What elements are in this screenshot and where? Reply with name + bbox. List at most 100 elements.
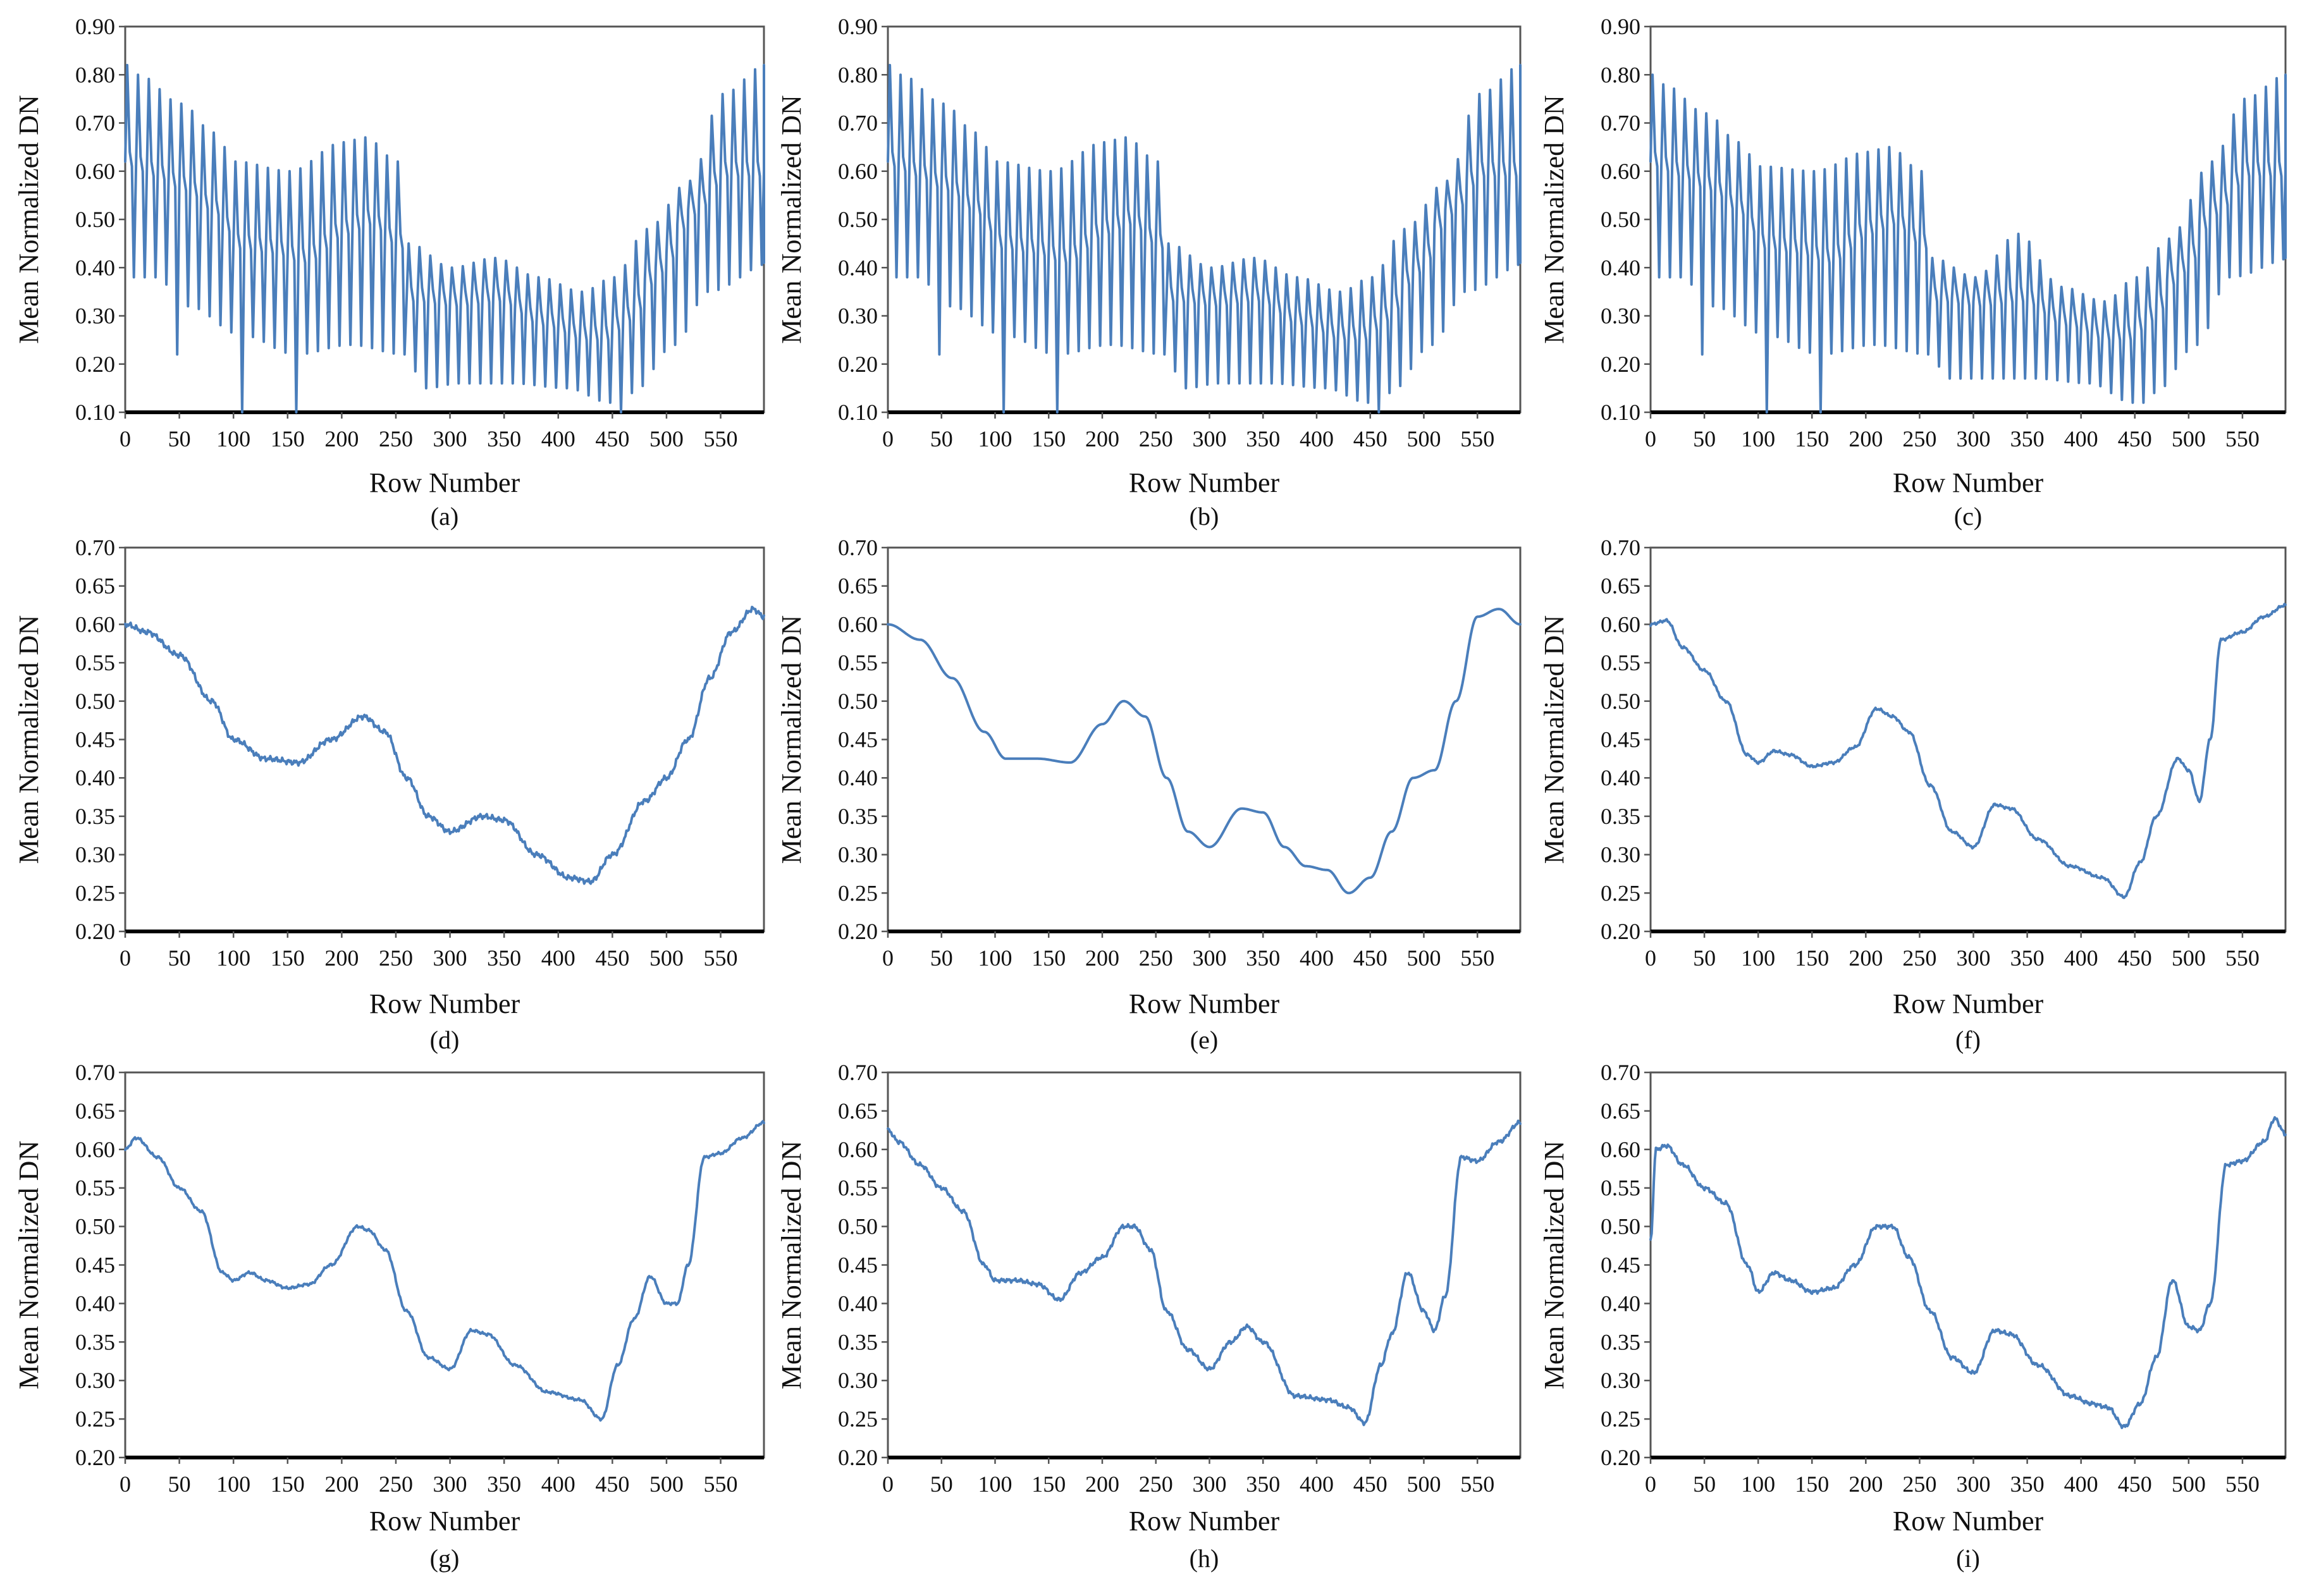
x-axis-title: Row Number — [1129, 988, 1280, 1019]
y-tick-label: 0.30 — [838, 842, 878, 868]
y-tick-label: 0.50 — [838, 1214, 878, 1239]
x-tick-label: 350 — [487, 426, 521, 451]
x-tick-label: 100 — [216, 945, 250, 971]
series-line — [1649, 603, 2287, 899]
x-tick-label: 500 — [1406, 1471, 1441, 1497]
y-tick-label: 0.40 — [838, 255, 878, 280]
y-tick-label: 0.40 — [1601, 1291, 1640, 1316]
x-tick-label: 550 — [2225, 426, 2260, 451]
y-tick-label: 0.65 — [1601, 574, 1640, 599]
x-tick-label: 100 — [1741, 945, 1775, 971]
x-tick-label: 450 — [595, 426, 629, 451]
y-axis-title: Mean Normalized DN — [776, 95, 807, 343]
y-tick-label: 0.20 — [75, 1445, 115, 1470]
y-tick-label: 0.60 — [75, 611, 115, 637]
y-tick-label: 0.50 — [838, 207, 878, 232]
x-tick-label: 350 — [2010, 945, 2045, 971]
x-tick-label: 350 — [1246, 945, 1280, 971]
x-tick-label: 100 — [216, 426, 250, 451]
x-tick-label: 300 — [433, 426, 467, 451]
x-tick-label: 0 — [1645, 426, 1656, 451]
x-tick-label: 100 — [1741, 1471, 1775, 1497]
panel-caption: (c) — [1954, 502, 1982, 531]
x-tick-label: 450 — [2118, 945, 2152, 971]
x-tick-label: 300 — [1957, 945, 1991, 971]
x-tick-label: 350 — [487, 1471, 521, 1497]
x-tick-label: 50 — [930, 945, 953, 971]
y-axis-title: Mean Normalized DN — [13, 1141, 44, 1389]
x-tick-label: 100 — [216, 1471, 250, 1497]
y-tick-label: 0.90 — [75, 14, 115, 39]
y-tick-label: 0.90 — [838, 14, 878, 39]
panel-caption: (f) — [1955, 1026, 1981, 1054]
x-tick-label: 400 — [1300, 426, 1334, 451]
x-tick-label: 500 — [2172, 426, 2206, 451]
x-tick-label: 550 — [2225, 1471, 2260, 1497]
x-tick-label: 550 — [1460, 945, 1494, 971]
y-tick-label: 0.60 — [838, 159, 878, 184]
y-tick-label: 0.35 — [1601, 804, 1640, 829]
y-axis-title: Mean Normalized DN — [1539, 1141, 1570, 1389]
series-line — [124, 1120, 765, 1422]
x-tick-label: 50 — [1693, 426, 1716, 451]
x-tick-label: 150 — [271, 945, 305, 971]
y-tick-label: 0.45 — [1601, 727, 1640, 752]
y-tick-label: 0.45 — [838, 1253, 878, 1278]
x-tick-label: 300 — [433, 945, 467, 971]
y-tick-label: 0.40 — [838, 765, 878, 790]
y-tick-label: 0.35 — [75, 1329, 115, 1354]
y-axis-title: Mean Normalized DN — [776, 615, 807, 864]
x-tick-label: 100 — [978, 1471, 1012, 1497]
series-line — [887, 608, 1522, 895]
x-tick-label: 100 — [978, 945, 1012, 971]
x-tick-label: 50 — [1693, 945, 1716, 971]
x-tick-label: 200 — [1849, 945, 1883, 971]
x-tick-label: 450 — [2118, 426, 2152, 451]
y-tick-label: 0.45 — [75, 727, 115, 752]
x-tick-label: 300 — [1192, 1471, 1226, 1497]
y-tick-label: 0.25 — [838, 1406, 878, 1432]
x-tick-label: 450 — [595, 1471, 629, 1497]
y-axis-title: Mean Normalized DN — [1539, 615, 1570, 864]
series-line — [1649, 73, 2287, 414]
y-tick-label: 0.25 — [75, 1406, 115, 1432]
plot-frame — [1649, 546, 2287, 933]
y-tick-label: 0.35 — [75, 804, 115, 829]
x-tick-label: 550 — [1460, 1471, 1494, 1497]
x-tick-label: 250 — [379, 1471, 413, 1497]
y-tick-label: 0.80 — [838, 62, 878, 87]
x-tick-label: 400 — [541, 1471, 575, 1497]
y-tick-label: 0.25 — [838, 880, 878, 905]
chart-panel-h: 0.20 0.25 0.30 0.35 0.40 0.45 0.50 0.55 0.60 0.65… — [776, 1060, 1522, 1573]
y-tick-label: 0.60 — [1601, 159, 1640, 184]
series-line — [887, 1119, 1522, 1427]
y-tick-label: 0.30 — [75, 1368, 115, 1393]
x-tick-label: 250 — [1139, 426, 1173, 451]
x-tick-label: 200 — [1085, 426, 1119, 451]
y-tick-label: 0.65 — [838, 1098, 878, 1124]
y-tick-label: 0.70 — [838, 535, 878, 560]
x-tick-label: 150 — [1795, 1471, 1829, 1497]
x-axis-title: Row Number — [369, 1506, 520, 1537]
y-tick-label: 0.70 — [1601, 535, 1640, 560]
y-tick-label: 0.45 — [838, 727, 878, 752]
x-tick-label: 150 — [1795, 426, 1829, 451]
x-tick-label: 150 — [1031, 1471, 1066, 1497]
y-tick-label: 0.55 — [838, 1176, 878, 1201]
x-tick-label: 300 — [1957, 1471, 1991, 1497]
y-tick-label: 0.50 — [1601, 1214, 1640, 1239]
y-tick-label: 0.80 — [1601, 62, 1640, 87]
x-tick-label: 200 — [1085, 1471, 1119, 1497]
y-tick-label: 0.40 — [75, 765, 115, 790]
y-tick-label: 0.30 — [75, 842, 115, 868]
panel-caption: (g) — [430, 1544, 460, 1573]
x-axis-title: Row Number — [369, 467, 520, 498]
x-axis-title: Row Number — [1129, 467, 1280, 498]
x-tick-label: 300 — [1192, 945, 1226, 971]
y-tick-label: 0.50 — [75, 207, 115, 232]
x-tick-label: 550 — [2225, 945, 2260, 971]
x-tick-label: 450 — [1353, 426, 1387, 451]
y-tick-label: 0.60 — [1601, 1137, 1640, 1162]
y-tick-label: 0.60 — [1601, 611, 1640, 637]
y-tick-label: 0.20 — [75, 919, 115, 944]
